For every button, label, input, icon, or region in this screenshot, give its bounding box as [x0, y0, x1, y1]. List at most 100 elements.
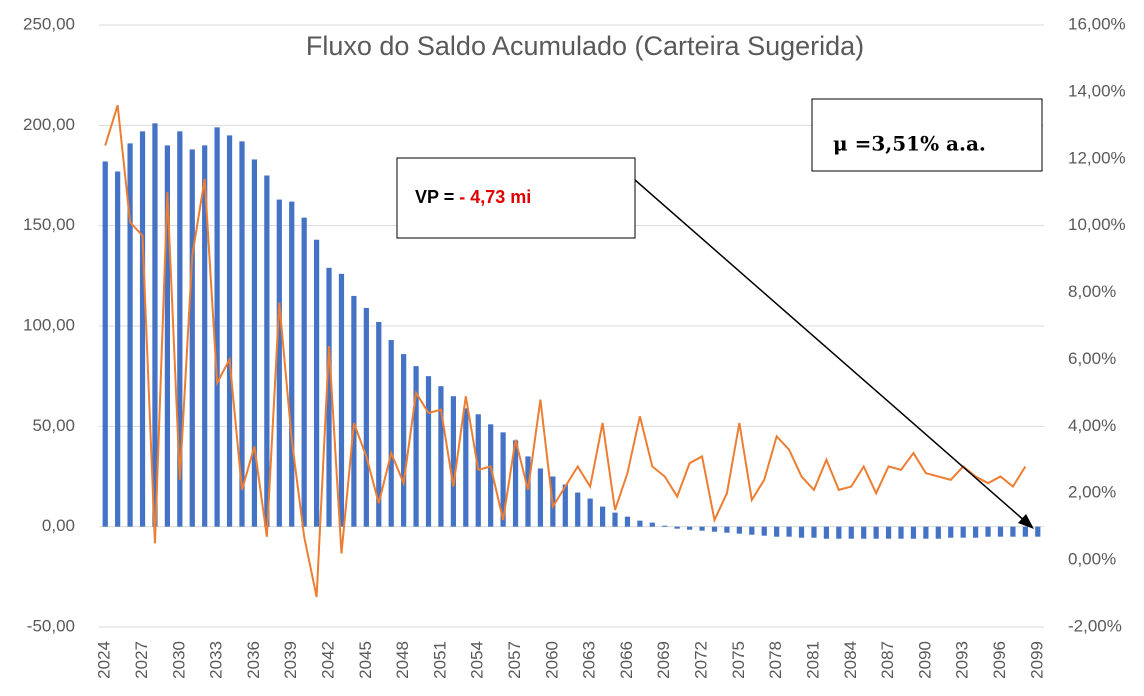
bar [102, 161, 108, 527]
y2-tick-label: 4,00% [1068, 416, 1116, 435]
y2-tick-label: 12,00% [1068, 148, 1126, 167]
bar [948, 526, 954, 538]
bar [239, 141, 245, 527]
bar [848, 526, 854, 539]
bar [313, 239, 320, 527]
bar [923, 526, 929, 539]
x-tick-label: 2057 [505, 641, 524, 679]
bar [413, 366, 419, 527]
x-tick-label: 2027 [132, 641, 151, 679]
y2-tick-label: 14,00% [1068, 81, 1126, 100]
bar [338, 273, 345, 527]
bar [724, 526, 730, 533]
bar [264, 175, 270, 527]
bar [699, 526, 705, 531]
x-tick-label: 2090 [915, 641, 934, 679]
x-tick-label: 2045 [356, 641, 375, 679]
x-tick-label: 2063 [580, 641, 599, 679]
x-tick-label: 2069 [654, 641, 673, 679]
bar [761, 526, 767, 536]
annotation-highlight: - 4,73 mi [459, 187, 531, 207]
bar [674, 526, 680, 529]
y2-tick-label: 16,00% [1068, 14, 1126, 33]
arrow-head [1018, 514, 1034, 529]
bar [189, 149, 195, 527]
bar [139, 131, 146, 527]
bar [500, 432, 506, 527]
bar [214, 127, 220, 527]
x-tick-label: 2093 [953, 641, 972, 679]
x-tick-label: 2036 [244, 641, 263, 679]
bar [898, 526, 904, 539]
y2-tick-label: 0,00% [1068, 550, 1116, 569]
x-tick-label: 2087 [878, 641, 897, 679]
y2-tick-label: 2,00% [1068, 483, 1116, 502]
bar [1022, 526, 1028, 537]
bar [450, 396, 456, 527]
bar [463, 408, 469, 527]
bar [736, 526, 742, 534]
x-tick-label: 2060 [542, 641, 561, 679]
y-tick-label: 150,00 [23, 215, 75, 234]
bar [376, 321, 382, 527]
bar [798, 526, 805, 538]
bar [425, 376, 432, 527]
y-tick-label: 250,00 [23, 14, 75, 33]
bar [599, 506, 606, 527]
bar [401, 354, 407, 527]
y-tick-label: 0,00 [42, 516, 75, 535]
bar [973, 526, 979, 538]
y2-tick-label: 8,00% [1068, 282, 1116, 301]
bar [861, 526, 867, 539]
x-tick-label: 2084 [841, 641, 860, 679]
x-tick-label: 2033 [207, 641, 226, 679]
bar [289, 201, 295, 527]
annotation-box [396, 157, 636, 239]
bar [873, 526, 879, 539]
bar [910, 526, 917, 539]
bar [488, 424, 494, 527]
arrow-line [634, 179, 1027, 523]
bar [164, 145, 170, 527]
bar [351, 295, 357, 527]
bar [177, 131, 183, 527]
annotation-text: μ =3,51% a.a. [833, 132, 986, 156]
bar [649, 522, 655, 527]
bar [711, 526, 718, 532]
bar [687, 526, 693, 530]
y-tick-label: 100,00 [23, 315, 75, 334]
x-tick-label: 2024 [95, 641, 114, 679]
bar [960, 526, 966, 538]
bar [774, 526, 780, 537]
x-tick-label: 2042 [319, 641, 338, 679]
x-tick-label: 2075 [729, 641, 748, 679]
bar [823, 526, 830, 539]
bar [562, 484, 568, 527]
y-tick-label: 200,00 [23, 115, 75, 134]
y2-tick-label: 10,00% [1068, 215, 1126, 234]
annotation-label: VP = [415, 187, 459, 207]
bar [276, 199, 282, 527]
bar [624, 516, 631, 527]
line [104, 104, 1027, 598]
bar [115, 171, 121, 527]
bar [226, 135, 233, 527]
annotation-text: VP = - 4,73 mi [415, 187, 531, 207]
bar [885, 526, 892, 539]
annotation-box [811, 98, 1043, 172]
bar [1035, 526, 1041, 537]
bar [127, 143, 133, 527]
x-tick-label: 2072 [692, 641, 711, 679]
y-tick-label: -50,00 [27, 616, 75, 635]
bar [152, 123, 158, 527]
x-tick-label: 2054 [468, 641, 487, 679]
chart-title: Fluxo do Saldo Acumulado (Carteira Suger… [306, 31, 864, 61]
bar [935, 526, 941, 539]
bar [997, 526, 1004, 537]
x-tick-label: 2081 [803, 641, 822, 679]
x-tick-label: 2039 [281, 641, 300, 679]
bar [836, 526, 842, 539]
bar [786, 526, 792, 537]
bar [537, 468, 544, 527]
bar [985, 526, 991, 537]
